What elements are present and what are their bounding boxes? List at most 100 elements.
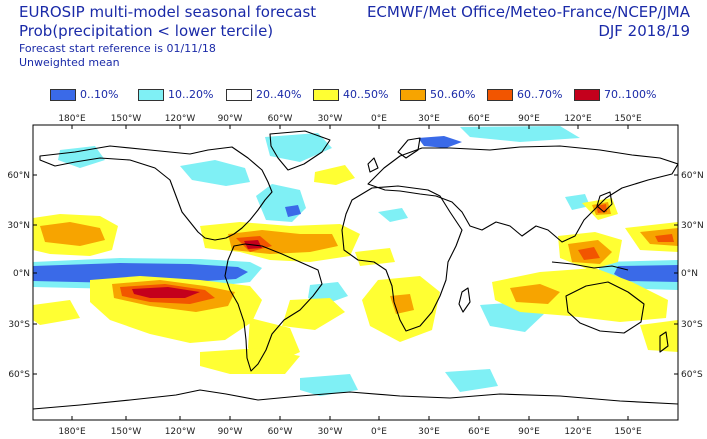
forecast-centres: ECMWF/Met Office/Meteo-France/NCEP/JMA	[366, 3, 690, 21]
longitude-label: 30°E	[418, 114, 440, 124]
new-zealand-coastline	[659, 331, 669, 353]
indian-ocean-orange	[510, 284, 560, 304]
greenland-light-blue	[265, 133, 332, 162]
latitude-label: 30°S	[8, 320, 30, 330]
north-america-coastline	[39, 145, 273, 241]
southern-ocean-light-blue-2	[445, 369, 498, 392]
arctic-dark-blue	[418, 136, 462, 148]
africa-coastline	[341, 185, 463, 332]
legend-swatch	[138, 89, 164, 101]
axis-ticks	[33, 125, 678, 420]
longitude-label: 30°W	[318, 114, 343, 124]
legend-swatch	[226, 89, 252, 101]
legend-swatch	[574, 89, 600, 101]
bottom-longitude-labels: 180°E 150°W 120°W 90°W 60°W 30°W 0°E 30°E 60°E 90…	[58, 427, 642, 437]
top-longitude-labels: 180°E 150°W 120°W 90°W 60°W 30°W 0°E 30°E 60°E 90…	[58, 114, 642, 124]
greenland-coastline	[269, 130, 331, 171]
latitude-label: 30°N	[681, 221, 704, 231]
legend-swatch	[487, 89, 513, 101]
legend-label: 20..40%	[256, 88, 302, 101]
map-subtitle: Prob(precipitation < lower tercile)	[19, 22, 274, 40]
southern-ocean-light-blue-1	[300, 374, 358, 396]
longitude-label: 150°E	[614, 114, 642, 124]
longitude-label: 30°E	[418, 427, 440, 437]
latitude-label: 60°N	[681, 171, 704, 181]
south-atlantic-light-blue	[308, 282, 348, 304]
longitude-label: 60°E	[468, 427, 490, 437]
west-pacific-red-orange	[655, 234, 674, 242]
longitude-label: 150°E	[614, 427, 642, 437]
left-latitude-labels: 60°N 30°N 0°N 30°S 60°S	[7, 171, 30, 380]
madagascar-coastline	[458, 287, 471, 313]
indonesia-coastline	[551, 261, 629, 271]
legend-label: 50..60%	[430, 88, 476, 101]
uk-coastline	[367, 157, 379, 173]
legend-swatch	[400, 89, 426, 101]
latitude-label: 60°N	[7, 171, 30, 181]
longitude-label: 90°W	[218, 114, 243, 124]
legend-swatch	[313, 89, 339, 101]
season-label: DJF 2018/19	[598, 22, 690, 40]
southeast-pacific-dark-red	[132, 287, 200, 298]
madagascar-scandinavia-coastline	[397, 137, 421, 159]
longitude-label: 150°W	[111, 427, 142, 437]
equatorial-pacific-dark-blue	[33, 263, 248, 283]
north-atlantic-dark-blue	[285, 205, 301, 217]
latitude-label: 0°N	[13, 269, 30, 279]
probability-shading	[33, 126, 678, 396]
latitude-label: 30°S	[681, 320, 703, 330]
longitude-label: 90°W	[218, 427, 243, 437]
weighting-note: Unweighted mean	[19, 56, 120, 69]
antarctica-coastline	[33, 389, 678, 410]
north-africa-light-blue	[378, 208, 408, 222]
maritime-continent-red-orange	[578, 247, 600, 260]
arctic-light-blue	[460, 126, 580, 142]
japan-red-orange	[596, 204, 607, 213]
longitude-label: 0°E	[371, 427, 387, 437]
north-atlantic-yellow	[314, 165, 355, 185]
legend-label: 0..10%	[80, 88, 119, 101]
coastlines	[33, 130, 678, 410]
right-latitude-labels: 60°N 30°N 0°N 30°S 60°S	[681, 171, 704, 380]
central-pacific-south-yellow	[33, 300, 80, 325]
legend-label: 70..100%	[604, 88, 657, 101]
west-pacific-dark-blue	[614, 265, 678, 282]
south-america-coastline	[224, 243, 323, 372]
longitude-label: 60°W	[268, 427, 293, 437]
longitude-label: 90°E	[518, 114, 540, 124]
legend-label: 10..20%	[168, 88, 214, 101]
legend-label: 40..50%	[343, 88, 389, 101]
longitude-label: 60°W	[268, 114, 293, 124]
eurasia-coastline	[367, 145, 678, 243]
north-america-light-blue	[180, 160, 250, 186]
latitude-label: 30°N	[7, 221, 30, 231]
longitude-label: 60°E	[468, 114, 490, 124]
longitude-label: 30°W	[318, 427, 343, 437]
longitude-label: 150°W	[111, 114, 142, 124]
longitude-label: 120°W	[165, 114, 196, 124]
longitude-label: 120°E	[564, 427, 592, 437]
legend-label: 60..70%	[517, 88, 563, 101]
north-pacific-orange	[40, 222, 105, 246]
map-title: EUROSIP multi-model seasonal forecast	[19, 3, 317, 21]
latitude-label: 60°S	[8, 370, 30, 380]
indian-ocean-australia-yellow	[492, 268, 668, 322]
southern-ocean-yellow	[200, 348, 300, 374]
longitude-label: 120°W	[165, 427, 196, 437]
east-asia-light-blue	[565, 194, 590, 210]
latitude-label: 60°S	[681, 370, 703, 380]
legend-swatch	[50, 89, 76, 101]
longitude-label: 90°E	[518, 427, 540, 437]
southwest-pacific-yellow	[640, 320, 678, 352]
longitude-label: 180°E	[58, 427, 86, 437]
longitude-label: 180°E	[58, 114, 86, 124]
latitude-label: 0°N	[681, 269, 698, 279]
west-africa-yellow	[355, 248, 395, 266]
japan-coastline	[596, 191, 613, 213]
australia-coastline	[565, 281, 645, 334]
forecast-start-reference: Forecast start reference is 01/11/18	[19, 42, 216, 55]
longitude-label: 0°E	[371, 114, 387, 124]
south-atlantic-yellow	[282, 298, 345, 330]
longitude-label: 120°E	[564, 114, 592, 124]
